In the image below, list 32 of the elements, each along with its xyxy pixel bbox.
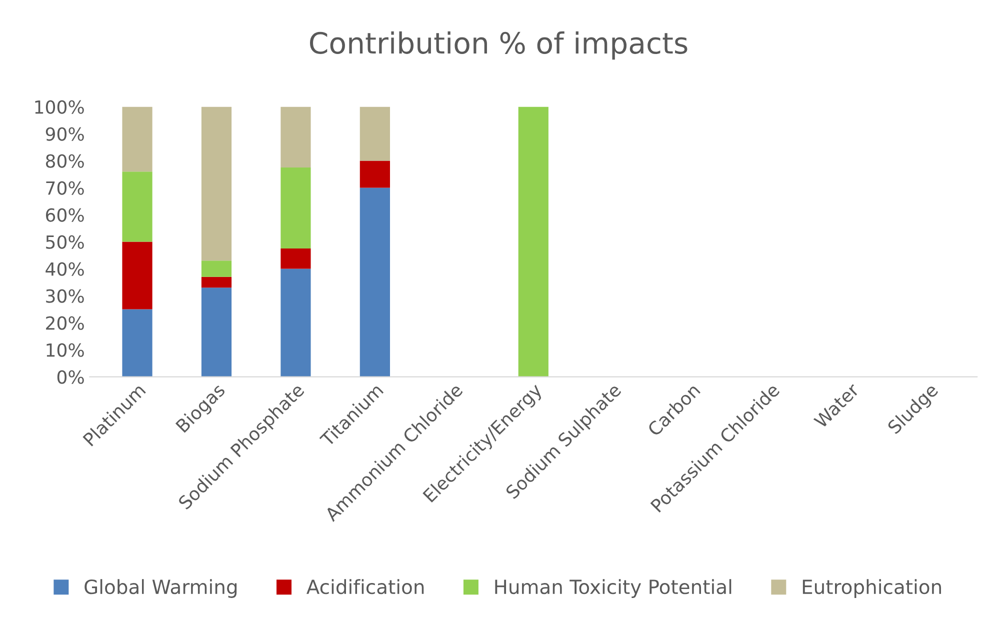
bar bbox=[122, 172, 152, 242]
bar bbox=[201, 106, 232, 261]
bar bbox=[280, 248, 311, 269]
legend-label: Human Toxicity Potential bbox=[495, 579, 732, 598]
bar bbox=[201, 260, 232, 277]
y-tick-label: 60% bbox=[46, 208, 84, 222]
y-tick-label: 20% bbox=[46, 316, 84, 330]
y-tick-label: 90% bbox=[46, 127, 84, 141]
y-tick-label: 10% bbox=[46, 343, 84, 357]
bar bbox=[122, 309, 152, 377]
bar bbox=[280, 106, 311, 168]
bar bbox=[280, 168, 311, 249]
bar bbox=[280, 268, 311, 377]
y-tick-label: 30% bbox=[46, 289, 84, 303]
bar bbox=[360, 160, 390, 188]
bar bbox=[518, 106, 548, 377]
bar bbox=[122, 242, 152, 310]
bar bbox=[201, 288, 232, 377]
legend-label: Global Warming bbox=[84, 579, 237, 598]
chart-title: Contribution % of impacts bbox=[310, 31, 688, 60]
y-tick-label: 70% bbox=[46, 181, 84, 195]
y-tick-label: 0% bbox=[57, 370, 84, 384]
legend-label: Acidification bbox=[306, 579, 424, 594]
y-tick-label: 50% bbox=[46, 235, 84, 249]
bar bbox=[122, 106, 152, 172]
y-tick-label: 40% bbox=[46, 262, 84, 276]
bar bbox=[201, 276, 232, 288]
y-tick-label: 100% bbox=[35, 100, 84, 114]
legend-label: Eutrophication bbox=[802, 579, 941, 598]
bar bbox=[360, 188, 390, 377]
bar bbox=[360, 106, 390, 161]
y-tick-label: 80% bbox=[46, 154, 84, 168]
